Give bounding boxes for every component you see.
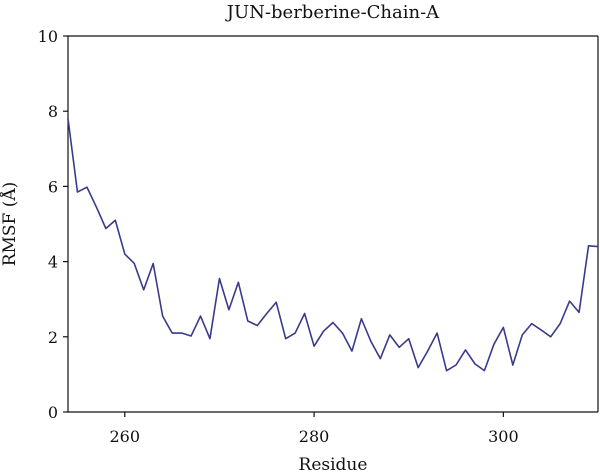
x-tick-label: 300 — [488, 427, 519, 446]
chart-title: JUN-berberine-Chain-A — [225, 2, 440, 23]
x-axis-label: Residue — [299, 455, 368, 475]
y-axis-label: RMSF (Å) — [0, 182, 20, 267]
y-tick-label: 4 — [48, 253, 58, 272]
series-group — [67, 118, 599, 372]
y-tick-label: 10 — [38, 27, 58, 46]
y-tick-label: 0 — [48, 403, 58, 422]
plot-area — [67, 35, 599, 413]
y-tick-label: 2 — [48, 328, 58, 347]
rmsf-series-line — [67, 118, 599, 372]
y-ticks: 0 2 4 6 8 10 — [38, 27, 68, 422]
x-tick-label: 280 — [299, 427, 330, 446]
y-tick-label: 6 — [48, 177, 58, 196]
y-tick-label: 8 — [48, 102, 58, 121]
x-ticks: 260 280 300 — [110, 412, 519, 446]
x-tick-label: 260 — [110, 427, 141, 446]
